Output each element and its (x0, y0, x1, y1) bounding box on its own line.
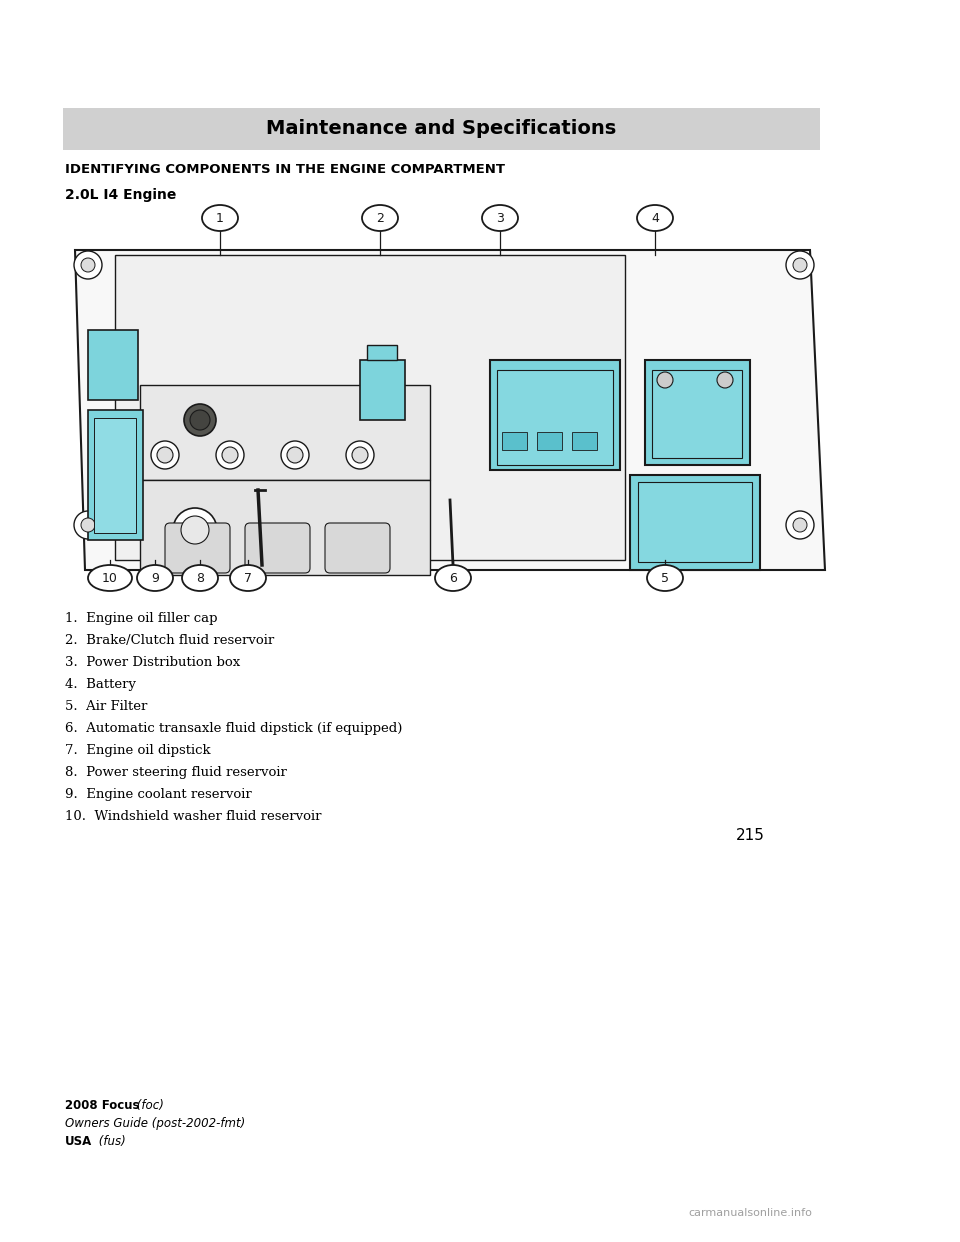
Circle shape (74, 510, 102, 539)
Ellipse shape (88, 565, 132, 591)
Bar (497, 370, 613, 465)
Polygon shape (75, 250, 825, 570)
FancyBboxPatch shape (165, 523, 230, 573)
Circle shape (717, 373, 733, 388)
Text: 4: 4 (651, 211, 659, 225)
Ellipse shape (230, 565, 266, 591)
Text: 2008 Focus: 2008 Focus (65, 1099, 139, 1112)
Text: 6.  Automatic transaxle fluid dipstick (if equipped): 6. Automatic transaxle fluid dipstick (i… (65, 722, 402, 735)
Bar (572, 432, 597, 450)
FancyBboxPatch shape (325, 523, 390, 573)
Bar (63, 108, 820, 150)
Circle shape (287, 447, 303, 463)
Circle shape (157, 447, 173, 463)
Bar (490, 360, 620, 469)
Text: 5.  Air Filter: 5. Air Filter (65, 700, 148, 713)
Circle shape (222, 447, 238, 463)
Text: (fus): (fus) (95, 1135, 126, 1148)
Bar (360, 360, 405, 420)
Text: Owners Guide (post-2002-fmt): Owners Guide (post-2002-fmt) (65, 1117, 245, 1130)
Ellipse shape (137, 565, 173, 591)
Text: IDENTIFYING COMPONENTS IN THE ENGINE COMPARTMENT: IDENTIFYING COMPONENTS IN THE ENGINE COM… (65, 163, 505, 176)
Text: 3.  Power Distribution box: 3. Power Distribution box (65, 656, 240, 669)
Text: 6: 6 (449, 571, 457, 585)
Circle shape (74, 251, 102, 279)
Text: USA: USA (65, 1135, 92, 1148)
Bar (638, 482, 752, 561)
Text: Maintenance and Specifications: Maintenance and Specifications (266, 119, 616, 139)
Ellipse shape (435, 565, 471, 591)
Bar (645, 360, 750, 465)
Bar (367, 345, 397, 360)
Ellipse shape (182, 565, 218, 591)
Bar (652, 370, 742, 458)
Text: carmanualsonline.info: carmanualsonline.info (688, 1208, 812, 1218)
Circle shape (793, 518, 807, 532)
Circle shape (81, 518, 95, 532)
Circle shape (151, 441, 179, 469)
Circle shape (216, 441, 244, 469)
Text: 10: 10 (102, 571, 118, 585)
Text: 9: 9 (151, 571, 159, 585)
Text: 215: 215 (735, 828, 764, 843)
Text: 9.  Engine coolant reservoir: 9. Engine coolant reservoir (65, 787, 252, 801)
Circle shape (657, 373, 673, 388)
Circle shape (786, 510, 814, 539)
Text: 10.  Windshield washer fluid reservoir: 10. Windshield washer fluid reservoir (65, 810, 322, 823)
Bar (94, 419, 136, 533)
Text: 3: 3 (496, 211, 504, 225)
Circle shape (786, 251, 814, 279)
Bar (140, 385, 430, 479)
Circle shape (81, 258, 95, 272)
Bar (88, 330, 138, 400)
FancyBboxPatch shape (245, 523, 310, 573)
Text: (foc): (foc) (133, 1099, 164, 1112)
Text: 8.  Power steering fluid reservoir: 8. Power steering fluid reservoir (65, 766, 287, 779)
Ellipse shape (362, 205, 398, 231)
Bar (537, 432, 562, 450)
Text: 8: 8 (196, 571, 204, 585)
Circle shape (181, 515, 209, 544)
Ellipse shape (647, 565, 683, 591)
Bar (88, 410, 143, 540)
Text: 7.  Engine oil dipstick: 7. Engine oil dipstick (65, 744, 210, 758)
Circle shape (352, 447, 368, 463)
Circle shape (190, 410, 210, 430)
Bar (502, 432, 527, 450)
Bar (630, 474, 760, 570)
Text: 2.0L I4 Engine: 2.0L I4 Engine (65, 188, 177, 202)
Bar (140, 479, 430, 575)
Text: 1.  Engine oil filler cap: 1. Engine oil filler cap (65, 612, 218, 625)
Text: 2: 2 (376, 211, 384, 225)
Circle shape (793, 258, 807, 272)
Bar (115, 255, 625, 560)
Text: 4.  Battery: 4. Battery (65, 678, 136, 691)
Ellipse shape (482, 205, 518, 231)
Circle shape (184, 404, 216, 436)
Ellipse shape (637, 205, 673, 231)
Text: 1: 1 (216, 211, 224, 225)
Circle shape (173, 508, 217, 551)
Ellipse shape (202, 205, 238, 231)
Circle shape (281, 441, 309, 469)
Text: 5: 5 (661, 571, 669, 585)
Circle shape (346, 441, 374, 469)
Text: 7: 7 (244, 571, 252, 585)
Text: 2.  Brake/Clutch fluid reservoir: 2. Brake/Clutch fluid reservoir (65, 633, 275, 647)
